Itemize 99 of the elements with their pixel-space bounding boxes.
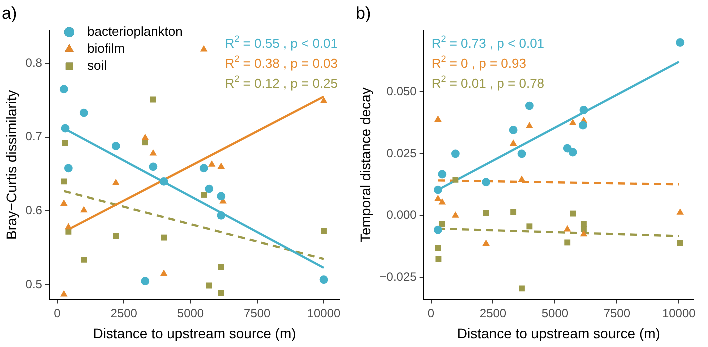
point	[483, 210, 490, 216]
point	[451, 150, 460, 158]
x-tick-label: 0	[428, 306, 435, 320]
point	[510, 209, 517, 216]
y-tick-label: 0.050	[386, 84, 418, 98]
point	[218, 264, 224, 270]
point	[150, 149, 158, 156]
point	[200, 164, 208, 173]
point	[525, 102, 534, 110]
x-axis-title: Distance to upstream source (m)	[457, 325, 660, 342]
y-tick-label: −0.025	[380, 270, 418, 284]
point	[676, 38, 685, 47]
point	[438, 198, 446, 205]
point	[60, 85, 68, 94]
point	[60, 290, 68, 297]
chart-title: a)	[2, 4, 18, 23]
point	[564, 225, 572, 232]
x-tick-label: 2500	[110, 306, 138, 320]
point	[81, 256, 88, 263]
point	[141, 277, 150, 286]
chart-title: b)	[356, 4, 372, 23]
y-axis-title: Temporal distance decay	[357, 88, 374, 243]
point	[60, 200, 68, 206]
point	[321, 228, 327, 234]
point	[434, 116, 442, 122]
point	[482, 240, 490, 246]
y-tick-label: 0.025	[386, 146, 418, 160]
x-tick-label: 10000	[662, 306, 696, 320]
x-axis-title: Distance to upstream source (m)	[93, 325, 296, 342]
point	[112, 178, 120, 186]
point	[436, 256, 442, 262]
point	[452, 176, 459, 183]
y-tick-label: 0.7	[26, 130, 43, 144]
point	[320, 276, 328, 284]
x-tick-label: 10000	[307, 306, 342, 320]
point	[62, 140, 68, 146]
x-tick-label: 5000	[177, 306, 204, 320]
legend-label: biofilm	[87, 40, 126, 56]
point	[677, 240, 684, 246]
point	[434, 195, 442, 202]
point	[142, 134, 150, 140]
point	[580, 226, 587, 232]
point	[200, 45, 208, 52]
point	[526, 224, 533, 230]
point	[482, 178, 490, 187]
point	[439, 221, 446, 228]
point	[150, 96, 156, 103]
y-tick-label: 0.000	[386, 208, 418, 222]
point	[161, 234, 168, 241]
point	[434, 226, 442, 234]
legend-label: soil	[87, 58, 108, 73]
point	[434, 186, 442, 194]
point	[580, 230, 588, 237]
point	[519, 286, 525, 292]
y-tick-label: 0.8	[26, 56, 43, 70]
point	[64, 164, 73, 173]
point	[160, 270, 168, 276]
y-tick-label: 0.5	[26, 277, 43, 292]
point	[435, 245, 442, 252]
y-axis-title: Bray−Curtis dissimilarity	[3, 90, 20, 240]
point	[61, 124, 70, 133]
point	[518, 176, 526, 182]
point	[569, 119, 577, 126]
point	[452, 212, 460, 218]
point	[61, 178, 68, 185]
point	[676, 208, 684, 215]
point	[218, 290, 224, 296]
x-tick-label: 0	[54, 306, 62, 320]
y-tick-label: 0.6	[26, 204, 43, 218]
point	[80, 206, 88, 213]
point	[570, 210, 576, 217]
point	[526, 122, 534, 128]
point	[205, 184, 214, 194]
point	[217, 192, 226, 201]
point	[80, 108, 88, 118]
x-tick-label: 2500	[480, 306, 507, 320]
point	[65, 223, 72, 230]
point	[112, 142, 120, 150]
point	[564, 240, 571, 246]
legend-label: bacterioplankton	[87, 24, 183, 39]
point	[201, 192, 208, 198]
x-tick-label: 5000	[542, 306, 569, 320]
point	[568, 148, 578, 157]
point	[579, 121, 588, 130]
point	[160, 178, 168, 186]
point	[320, 97, 328, 104]
point	[510, 140, 518, 146]
point	[438, 170, 447, 179]
point	[149, 162, 158, 172]
point	[518, 150, 526, 158]
point	[217, 211, 226, 220]
x-tick-label: 7500	[244, 306, 272, 320]
point	[580, 106, 588, 114]
point	[509, 126, 518, 134]
x-tick-label: 7500	[604, 306, 631, 320]
point	[113, 233, 120, 240]
point	[206, 282, 212, 289]
point	[208, 160, 216, 167]
point	[218, 162, 226, 170]
